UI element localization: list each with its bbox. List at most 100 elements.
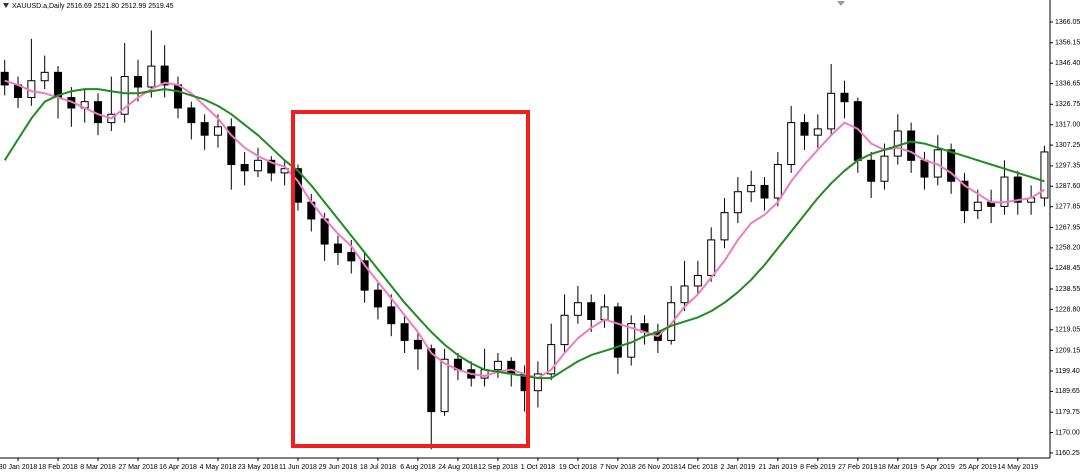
candle-body: [587, 302, 596, 320]
candle-body: [773, 163, 782, 199]
candle-body: [160, 65, 169, 86]
candle-body: [507, 360, 516, 375]
symbol-icon: [3, 3, 9, 8]
candle-body: [867, 159, 876, 182]
x-tick-label: 8 Feb 2019: [800, 464, 836, 471]
y-tick-label: 1238.55: [1055, 286, 1080, 293]
candle-body: [347, 251, 356, 262]
candle-body: [493, 360, 502, 371]
x-tick-label: 18 Mar 2019: [878, 464, 917, 471]
x-tick-label: 24 Aug 2018: [438, 464, 477, 471]
candle-body: [240, 163, 249, 172]
y-tick-label: 1219.05: [1055, 327, 1080, 334]
y-tick-label: 1267.95: [1055, 224, 1080, 231]
y-tick-label: 1199.40: [1055, 368, 1080, 375]
candle-body: [413, 339, 422, 350]
x-tick-label: 7 Nov 2018: [600, 464, 636, 471]
y-tick-label: 1179.75: [1055, 409, 1080, 416]
candle-body: [253, 159, 262, 172]
x-tick-label: 14 Dec 2018: [678, 464, 718, 471]
candle-body: [120, 76, 129, 115]
candle-body: [800, 122, 809, 136]
y-tick-label: 1346.40: [1055, 60, 1080, 67]
candle-body: [227, 126, 236, 165]
x-tick-label: 21 Jan 2019: [759, 464, 798, 471]
y-tick-label: 1248.45: [1055, 265, 1080, 272]
moving-average: [3, 88, 1045, 380]
plot-area: [0, 30, 1049, 450]
shift-marker: [837, 1, 845, 6]
x-tick-label: 18 Jul 2018: [360, 464, 396, 471]
candle-body: [880, 155, 889, 182]
y-tick-label: 1160.25: [1055, 450, 1080, 457]
candle-body: [373, 289, 382, 308]
candle-body: [387, 306, 396, 325]
candle-body: [360, 260, 369, 291]
y-tick-label: 1297.35: [1055, 163, 1080, 170]
x-tick-label: 23 May 2018: [238, 464, 279, 471]
candle-body: [600, 306, 609, 320]
candle-body: [333, 243, 342, 253]
x-tick-label: 18 Feb 2018: [38, 464, 77, 471]
y-tick-label: 1209.15: [1055, 347, 1080, 354]
x-tick-label: 11 Jun 2018: [279, 464, 317, 471]
y-tick-label: 1336.65: [1055, 80, 1080, 87]
candle-body: [707, 239, 716, 276]
candle-body: [1040, 151, 1049, 199]
y-tick-label: 1170.00: [1055, 429, 1080, 436]
candle-body: [173, 84, 182, 109]
x-tick-label: 4 May 2018: [200, 464, 237, 471]
candle-body: [907, 130, 916, 161]
x-tick-label: 1 Oct 2018: [521, 464, 555, 471]
y-tick-label: 1366.05: [1055, 19, 1080, 26]
y-tick-label: 1258.20: [1055, 245, 1080, 252]
candle-body: [693, 274, 702, 287]
x-tick-label: 2 Jan 2019: [721, 464, 756, 471]
x-tick-label: 29 Jun 2018: [319, 464, 358, 471]
x-tick-label: 16 Apr 2018: [159, 464, 197, 471]
y-tick-label: 1277.85: [1055, 204, 1080, 211]
x-tick-label: 27 Mar 2018: [118, 464, 157, 471]
y-tick-label: 1189.65: [1055, 388, 1080, 395]
candle-body: [0, 71, 9, 86]
candle-body: [827, 92, 836, 130]
y-tick-label: 1326.75: [1055, 101, 1080, 108]
candle-body: [787, 122, 796, 165]
candle-body: [680, 285, 689, 304]
moving-average: [4, 79, 1045, 380]
candle-body: [960, 180, 969, 212]
y-tick-label: 1317.00: [1055, 122, 1080, 129]
candle-body: [760, 184, 769, 199]
x-tick-label: 8 Mar 2018: [80, 464, 116, 471]
y-tick-label: 1356.15: [1055, 40, 1080, 47]
candle-body: [1013, 176, 1022, 203]
candle-body: [613, 306, 622, 358]
candle-body: [973, 201, 982, 212]
x-tick-label: 25 Apr 2019: [959, 464, 997, 471]
y-tick-label: 1287.60: [1055, 183, 1080, 190]
candle-body: [920, 159, 929, 178]
x-tick-label: 12 Sep 2018: [478, 464, 518, 471]
candle-body: [40, 71, 49, 82]
highlight-box: [291, 110, 530, 448]
candle-body: [213, 126, 222, 136]
candle-body: [573, 302, 582, 316]
y-tick-label: 1307.25: [1055, 142, 1080, 149]
x-tick-label: 27 Feb 2019: [838, 464, 877, 471]
candle-body: [667, 302, 676, 341]
candle-body: [747, 184, 756, 193]
candle-body: [840, 92, 849, 103]
candle-body: [427, 348, 436, 413]
candle-body: [187, 107, 196, 124]
candle-body: [533, 373, 542, 392]
candle-body: [720, 212, 729, 241]
candle-body: [147, 65, 156, 88]
x-tick-label: 19 Oct 2018: [559, 464, 597, 471]
x-tick-label: 14 May 2019: [998, 464, 1039, 471]
chart-title: XAUUSD.a,Daily 2516.69 2521.80 2512.99 2…: [12, 3, 174, 10]
x-tick-label: 5 Apr 2019: [921, 464, 955, 471]
candle-body: [440, 358, 449, 413]
candle-body: [200, 122, 209, 136]
candle-body: [947, 149, 956, 182]
